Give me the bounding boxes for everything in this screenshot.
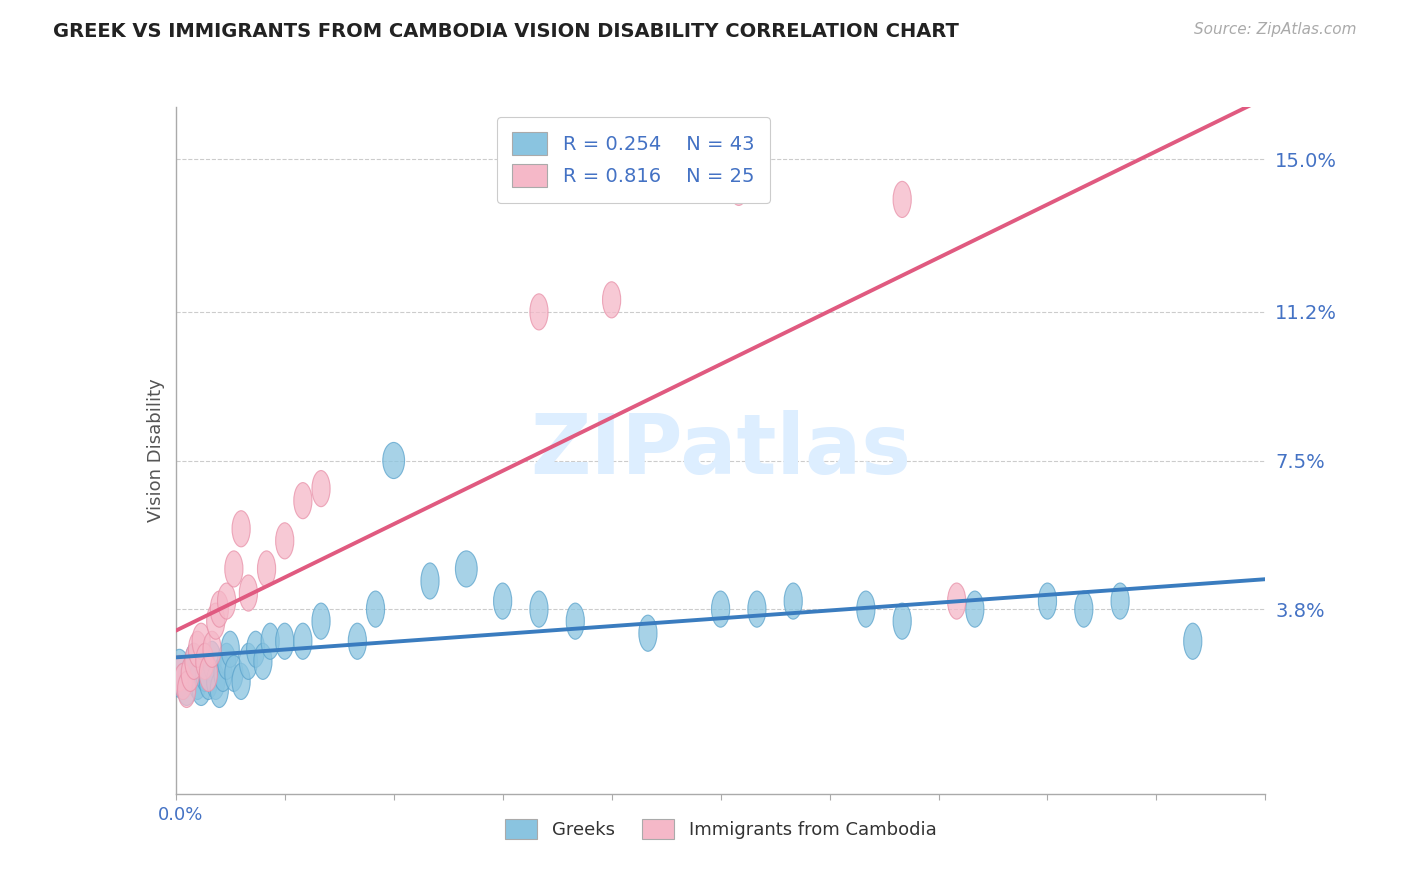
Ellipse shape [711, 591, 730, 627]
Legend: Greeks, Immigrants from Cambodia: Greeks, Immigrants from Cambodia [498, 812, 943, 847]
Ellipse shape [181, 656, 200, 691]
Ellipse shape [195, 656, 214, 691]
Ellipse shape [184, 643, 202, 680]
Ellipse shape [367, 591, 385, 627]
Ellipse shape [748, 591, 766, 627]
Ellipse shape [349, 624, 367, 659]
Ellipse shape [181, 656, 200, 691]
Ellipse shape [948, 583, 966, 619]
Ellipse shape [893, 181, 911, 218]
Ellipse shape [312, 603, 330, 640]
Ellipse shape [169, 649, 190, 698]
Ellipse shape [1039, 583, 1056, 619]
Ellipse shape [195, 643, 214, 680]
Ellipse shape [456, 551, 477, 587]
Ellipse shape [211, 591, 228, 627]
Text: 0.0%: 0.0% [157, 806, 202, 824]
Ellipse shape [174, 664, 193, 699]
Ellipse shape [262, 624, 280, 659]
Ellipse shape [218, 583, 236, 619]
Ellipse shape [603, 282, 620, 318]
Ellipse shape [276, 624, 294, 659]
Ellipse shape [207, 603, 225, 640]
Ellipse shape [730, 169, 748, 205]
Ellipse shape [294, 483, 312, 519]
Ellipse shape [1074, 591, 1092, 627]
Ellipse shape [530, 591, 548, 627]
Text: GREEK VS IMMIGRANTS FROM CAMBODIA VISION DISABILITY CORRELATION CHART: GREEK VS IMMIGRANTS FROM CAMBODIA VISION… [53, 22, 959, 41]
Ellipse shape [254, 643, 271, 680]
Ellipse shape [170, 656, 188, 691]
Ellipse shape [382, 442, 405, 479]
Ellipse shape [294, 624, 312, 659]
Ellipse shape [893, 603, 911, 640]
Ellipse shape [257, 551, 276, 587]
Ellipse shape [193, 624, 211, 659]
Ellipse shape [530, 293, 548, 330]
Ellipse shape [207, 664, 225, 699]
Ellipse shape [312, 471, 330, 507]
Ellipse shape [200, 664, 218, 699]
Ellipse shape [239, 643, 257, 680]
Ellipse shape [211, 672, 228, 707]
Ellipse shape [200, 656, 218, 691]
Ellipse shape [174, 664, 193, 699]
Ellipse shape [184, 643, 202, 680]
Ellipse shape [202, 641, 221, 681]
Ellipse shape [494, 583, 512, 619]
Ellipse shape [188, 632, 207, 667]
Ellipse shape [177, 672, 195, 707]
Ellipse shape [232, 664, 250, 699]
Ellipse shape [785, 583, 803, 619]
Ellipse shape [239, 575, 257, 611]
Ellipse shape [966, 591, 984, 627]
Ellipse shape [246, 632, 264, 667]
Ellipse shape [214, 656, 232, 691]
Ellipse shape [1111, 583, 1129, 619]
Ellipse shape [856, 591, 875, 627]
Ellipse shape [221, 632, 239, 667]
Ellipse shape [225, 551, 243, 587]
Ellipse shape [232, 511, 250, 547]
Ellipse shape [1184, 624, 1202, 659]
Ellipse shape [420, 563, 439, 599]
Ellipse shape [638, 615, 657, 651]
Ellipse shape [218, 643, 236, 680]
Text: Source: ZipAtlas.com: Source: ZipAtlas.com [1194, 22, 1357, 37]
Ellipse shape [202, 632, 221, 667]
Ellipse shape [188, 664, 207, 699]
Ellipse shape [177, 673, 195, 706]
Text: ZIPatlas: ZIPatlas [530, 410, 911, 491]
Y-axis label: Vision Disability: Vision Disability [146, 378, 165, 523]
Ellipse shape [567, 603, 585, 640]
Ellipse shape [276, 523, 294, 559]
Ellipse shape [193, 673, 211, 706]
Ellipse shape [225, 656, 243, 691]
